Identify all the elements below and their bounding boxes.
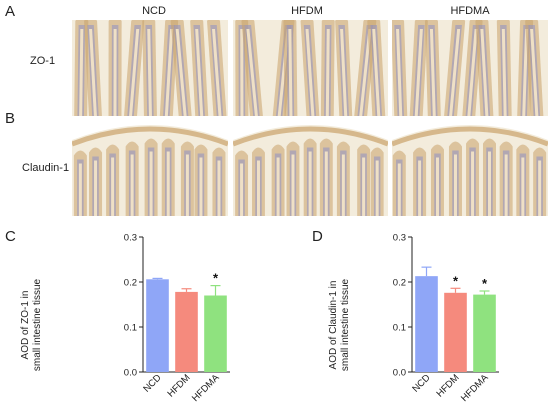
tissue-image-claudin1-hfdma bbox=[392, 122, 548, 216]
panel-label-c: C bbox=[5, 228, 16, 245]
chart0-y-tick-label: 0.2 bbox=[124, 278, 137, 289]
row-label-claudin1: Claudin-1 bbox=[22, 162, 70, 174]
tissue-image-zo1-hfdm bbox=[233, 20, 388, 116]
group-header-ncd: NCD bbox=[142, 5, 166, 17]
chart0-y-tick-label: 0.1 bbox=[124, 323, 137, 334]
group-header-hfdma: HFDMA bbox=[450, 5, 490, 17]
chart0-bar-ncd bbox=[146, 279, 169, 372]
tissue-image-zo1-ncd bbox=[72, 20, 228, 116]
tissue-image-zo1-hfdma bbox=[392, 20, 548, 116]
chart1-bar-ncd bbox=[415, 276, 438, 372]
chart1-y-tick-label: 0.3 bbox=[393, 233, 406, 244]
chart1-significance-hfdma: * bbox=[482, 276, 488, 291]
chart0-y-tick-label: 0.0 bbox=[124, 368, 137, 379]
chart1-x-tick-label-ncd: NCD bbox=[410, 372, 432, 394]
chart1-y-tick-label: 0.2 bbox=[393, 278, 406, 289]
panel-label-b: B bbox=[5, 110, 16, 127]
chart0-bar-hfdma bbox=[204, 295, 227, 372]
chart1-x-tick-label-hfdma: HFDMA bbox=[459, 372, 491, 404]
row-label-zo1: ZO-1 bbox=[30, 55, 56, 67]
chart1-y-tick-label: 0.1 bbox=[393, 323, 406, 334]
histology-image-grid bbox=[72, 20, 548, 216]
chart0-significance-hfdma: * bbox=[213, 271, 219, 286]
group-header-hfdm: HFDM bbox=[291, 5, 323, 17]
tissue-image-claudin1-hfdm bbox=[233, 122, 388, 216]
chart1-y-tick-label: 0.0 bbox=[393, 368, 406, 379]
panel-label-d: D bbox=[312, 228, 323, 245]
panel-label-a: A bbox=[5, 3, 16, 20]
chart1-x-tick-label-hfdm: HFDM bbox=[434, 372, 461, 399]
tissue-image-claudin1-ncd bbox=[72, 122, 228, 216]
chart1-significance-hfdm: * bbox=[453, 273, 459, 288]
chart1-bar-hfdm bbox=[444, 292, 467, 372]
chart0-y-tick-label: 0.3 bbox=[124, 233, 137, 244]
chart1-bar-hfdma bbox=[473, 294, 496, 372]
chart0-bar-hfdm bbox=[175, 291, 198, 372]
